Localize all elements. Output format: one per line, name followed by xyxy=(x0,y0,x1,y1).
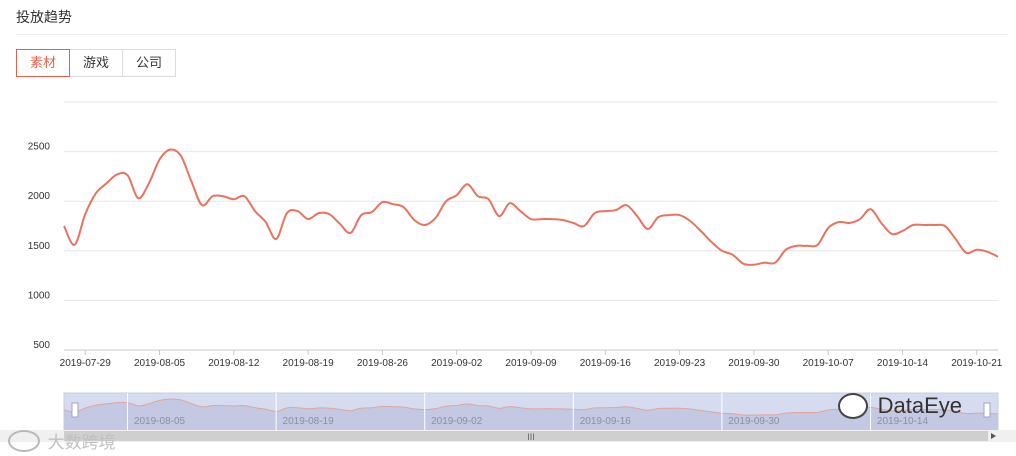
zoom-tick-label: 2019-08-05 xyxy=(134,416,186,427)
y-tick-label: 500 xyxy=(33,340,50,351)
chart-title: 投放趋势 xyxy=(16,9,72,25)
scrollbar-grip: III xyxy=(527,432,535,442)
x-tick-label: 2019-09-23 xyxy=(654,358,706,369)
x-tick-label: 2019-09-09 xyxy=(505,358,557,369)
x-tick-label: 2019-08-12 xyxy=(208,358,260,369)
scrollbar-thumb[interactable] xyxy=(64,431,988,441)
zoom-tick-label: 2019-09-02 xyxy=(431,416,483,427)
x-tick-label: 2019-08-05 xyxy=(134,358,186,369)
tab-material[interactable]: 素材 xyxy=(16,49,71,77)
y-tick-label: 2000 xyxy=(28,191,51,202)
series-line xyxy=(63,148,999,266)
x-tick-label: 2019-09-30 xyxy=(728,358,780,369)
x-tick-label: 2019-10-14 xyxy=(877,358,929,369)
y-tick-label: 1500 xyxy=(28,241,51,252)
x-tick-label: 2019-08-26 xyxy=(357,358,409,369)
left-watermark-text: 大数跨境 xyxy=(47,433,116,452)
right-watermark: DataEye xyxy=(838,393,962,419)
zoom-handle-left[interactable] xyxy=(71,402,79,418)
y-tick-label: 1000 xyxy=(28,290,51,301)
x-tick-label: 2019-08-19 xyxy=(283,358,335,369)
zoom-area xyxy=(64,399,998,430)
left-watermark: 大数跨境 xyxy=(8,428,116,453)
x-tick-label: 2019-10-21 xyxy=(951,358,1003,369)
zoom-tick-label: 2019-08-19 xyxy=(283,416,335,427)
x-tick-label: 2019-10-07 xyxy=(803,358,855,369)
x-tick-label: 2019-07-29 xyxy=(60,358,112,369)
x-tick-label: 2019-09-02 xyxy=(431,358,483,369)
tab-game[interactable]: 游戏 xyxy=(69,49,124,77)
scroll-right-arrow-icon[interactable] xyxy=(991,433,996,439)
wechat-icon xyxy=(838,393,868,419)
zoom-handle-right[interactable] xyxy=(983,402,991,418)
right-watermark-text: DataEye xyxy=(877,393,963,418)
y-tick-label: 2500 xyxy=(28,142,51,153)
title-divider xyxy=(16,34,1008,35)
x-tick-label: 2019-09-16 xyxy=(580,358,632,369)
tab-group: 素材 游戏 公司 xyxy=(16,49,177,77)
weibo-icon xyxy=(8,429,40,452)
zoom-tick-label: 2019-09-30 xyxy=(728,416,780,427)
tab-company[interactable]: 公司 xyxy=(122,49,177,77)
zoom-tick-label: 2019-09-16 xyxy=(580,416,632,427)
zoom-tick-label: 2019-10-14 xyxy=(877,416,929,427)
